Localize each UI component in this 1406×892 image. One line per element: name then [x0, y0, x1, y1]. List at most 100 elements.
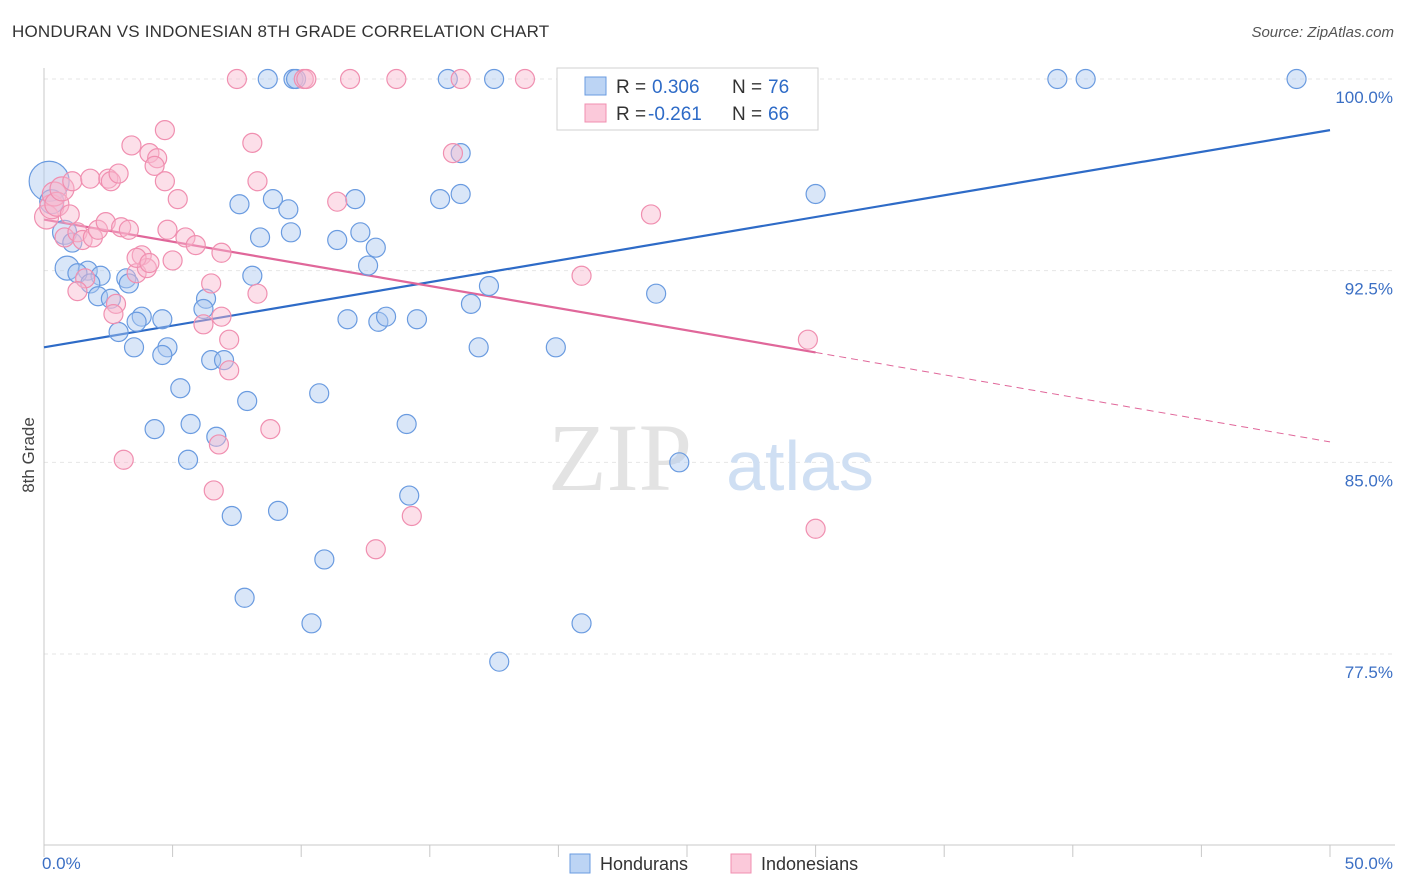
honduran-point-28	[180, 413, 201, 435]
grid-lines	[44, 78, 1395, 655]
honduran-point-71	[262, 189, 284, 210]
honduran-point-65	[257, 68, 278, 90]
legend-n-label-hondurans: N =	[732, 77, 762, 98]
honduran-point-63	[1075, 68, 1096, 90]
trend-line-hondurans-0	[43, 129, 1331, 349]
indonesian-point-2	[41, 181, 67, 207]
indonesian-point-16	[98, 168, 119, 189]
honduran-point-52	[478, 275, 500, 297]
indonesian-point-5	[59, 204, 80, 225]
indonesian-point-33	[185, 235, 206, 256]
honduran-point-39	[327, 229, 348, 251]
indonesian-point-4	[49, 176, 75, 202]
trend-line-indonesians-2	[815, 351, 1331, 443]
legend-swatch-indonesians	[584, 103, 607, 123]
legend-r-label-indonesians: R =	[616, 104, 646, 125]
indonesian-point-50	[126, 247, 147, 268]
series-legend: Hondurans Indonesians	[569, 853, 858, 874]
y-axis-label: 8th Grade	[19, 417, 38, 493]
indonesian-point-14	[67, 281, 88, 302]
indonesian-point-31	[167, 189, 188, 210]
honduran-point-29	[206, 426, 227, 447]
indonesian-point-37	[211, 306, 232, 327]
indonesian-point-65	[805, 518, 826, 539]
honduran-point-23	[213, 350, 235, 371]
indonesian-point-28	[154, 171, 175, 192]
indonesian-point-34	[193, 314, 214, 335]
honduran-point-70	[229, 194, 250, 215]
indonesian-point-45	[203, 480, 224, 501]
indonesian-point-15	[95, 212, 116, 233]
trend-lines	[43, 129, 1331, 443]
indonesian-point-59	[571, 265, 592, 286]
indonesian-point-38	[219, 329, 240, 350]
indonesian-point-27	[144, 155, 165, 176]
legend-r-value-hondurans: 0.306	[652, 77, 700, 98]
honduran-point-53	[460, 293, 482, 314]
indonesian-point-7	[62, 171, 83, 192]
indonesian-point-43	[219, 360, 240, 381]
honduran-point-46	[406, 309, 428, 330]
y-tick-labels: 77.5% 85.0% 92.5% 100.0%	[1335, 88, 1393, 682]
honduran-point-18	[108, 321, 129, 343]
honduran-point-19	[123, 337, 145, 358]
honduran-point-7	[90, 265, 111, 286]
indonesian-point-6	[54, 227, 75, 248]
bottom-legend-label-hondurans: Hondurans	[600, 854, 688, 874]
honduran-point-33	[314, 549, 335, 570]
honduran-point-25	[237, 390, 258, 412]
indonesian-point-39	[242, 132, 263, 153]
bottom-legend-swatch-indonesians	[730, 853, 752, 874]
honduran-point-24	[170, 378, 191, 399]
honduran-point-69	[484, 68, 505, 90]
honduran-point-37	[249, 227, 271, 248]
honduran-point-72	[278, 199, 299, 220]
indonesian-point-51	[139, 252, 160, 274]
honduran-point-54	[468, 337, 489, 358]
indonesian-point-35	[201, 273, 222, 294]
indonesian-point-52	[327, 191, 348, 212]
honduran-point-64	[1286, 68, 1307, 90]
honduran-point-49	[429, 189, 451, 210]
honduran-point-75	[489, 651, 510, 672]
indonesian-point-53	[339, 68, 361, 90]
honduran-point-47	[396, 413, 417, 435]
indonesian-point-47	[113, 449, 134, 470]
honduran-point-35	[301, 613, 322, 634]
indonesian-point-62	[640, 204, 662, 225]
indonesian-point-26	[147, 148, 168, 169]
indonesian-point-18	[108, 163, 129, 184]
honduran-point-42	[365, 237, 386, 258]
honduran-point-57	[669, 452, 690, 473]
indonesian-point-46	[154, 120, 175, 141]
watermark-atlas: atlas	[726, 427, 874, 505]
indonesian-point-67	[401, 505, 422, 527]
honduran-point-30	[177, 449, 199, 470]
indonesian-point-66	[365, 539, 386, 560]
indonesian-point-30	[162, 250, 183, 271]
chart-source: Source: ZipAtlas.com	[1251, 24, 1394, 41]
data-points	[28, 68, 1307, 672]
bottom-legend-label-indonesians: Indonesians	[761, 854, 858, 874]
honduran-point-27	[144, 419, 165, 440]
indonesian-point-56	[226, 68, 247, 90]
honduran-point-40	[357, 255, 379, 276]
indonesian-point-12	[87, 219, 109, 240]
legend-n-value-hondurans: 76	[768, 77, 789, 98]
honduran-point-32	[267, 500, 289, 521]
indonesian-point-36	[211, 242, 232, 263]
honduran-point-55	[545, 337, 566, 358]
watermark-zip: ZIP	[548, 404, 692, 511]
honduran-point-0	[28, 160, 70, 202]
indonesian-point-20	[118, 219, 139, 240]
honduran-point-62	[1047, 68, 1068, 90]
legend-r-value-indonesians: -0.261	[648, 104, 702, 125]
honduran-point-36	[242, 265, 263, 286]
y-tick-label-2: 92.5%	[1345, 280, 1393, 299]
y-tick-label-3: 100.0%	[1335, 88, 1393, 107]
honduran-point-73	[345, 189, 366, 210]
honduran-point-48	[399, 485, 420, 506]
legend-r-label-hondurans: R =	[616, 77, 646, 98]
chart-title: HONDURAN VS INDONESIAN 8TH GRADE CORRELA…	[12, 22, 550, 41]
indonesian-point-13	[75, 268, 96, 289]
